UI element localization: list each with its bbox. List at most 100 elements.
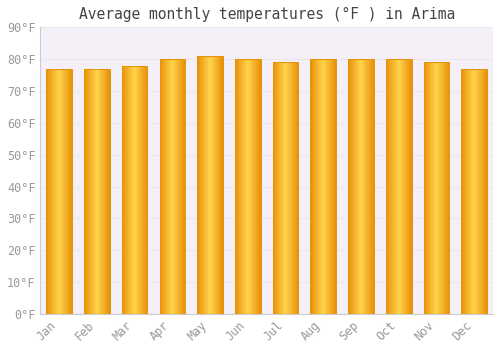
Bar [426,62,427,314]
Bar [238,59,239,314]
Bar [317,59,318,314]
Bar [474,69,475,314]
Bar [254,59,255,314]
Bar [277,62,278,314]
Bar [366,59,367,314]
Bar [467,69,468,314]
Bar [144,65,145,314]
Bar [332,59,333,314]
Bar [49,69,50,314]
Bar [63,69,64,314]
Bar [174,59,175,314]
Bar [315,59,316,314]
Bar [408,59,409,314]
Bar [132,65,134,314]
Bar [172,59,173,314]
Bar [104,69,105,314]
Bar [58,69,59,314]
Bar [320,59,322,314]
Bar [109,69,110,314]
Bar [279,62,280,314]
Bar [483,69,484,314]
Bar [360,59,361,314]
Bar [326,59,327,314]
Bar [424,62,450,314]
Bar [318,59,319,314]
Bar [402,59,403,314]
Bar [442,62,443,314]
Bar [354,59,355,314]
Bar [365,59,366,314]
Bar [386,59,411,314]
Bar [239,59,240,314]
Bar [471,69,472,314]
Bar [249,59,250,314]
Bar [65,69,66,314]
Bar [106,69,107,314]
Bar [202,56,203,314]
Bar [235,59,236,314]
Bar [130,65,131,314]
Bar [445,62,446,314]
Bar [212,56,214,314]
Bar [372,59,373,314]
Bar [179,59,180,314]
Bar [289,62,290,314]
Bar [142,65,143,314]
Bar [46,69,47,314]
Bar [64,69,65,314]
Bar [90,69,91,314]
Bar [476,69,477,314]
Bar [391,59,392,314]
Bar [312,59,313,314]
Bar [390,59,391,314]
Bar [166,59,167,314]
Bar [388,59,389,314]
Bar [409,59,410,314]
Bar [364,59,365,314]
Bar [398,59,400,314]
Bar [102,69,104,314]
Bar [217,56,218,314]
Bar [257,59,258,314]
Bar [314,59,315,314]
Bar [434,62,435,314]
Bar [473,69,474,314]
Bar [348,59,374,314]
Bar [176,59,177,314]
Bar [168,59,169,314]
Bar [436,62,437,314]
Bar [444,62,445,314]
Bar [396,59,397,314]
Bar [129,65,130,314]
Bar [127,65,128,314]
Bar [237,59,238,314]
Bar [96,69,97,314]
Bar [287,62,288,314]
Bar [395,59,396,314]
Bar [286,62,287,314]
Bar [204,56,205,314]
Bar [462,69,464,314]
Bar [52,69,53,314]
Bar [256,59,257,314]
Bar [466,69,467,314]
Bar [178,59,179,314]
Bar [53,69,54,314]
Bar [242,59,244,314]
Bar [105,69,106,314]
Bar [201,56,202,314]
Bar [68,69,69,314]
Bar [91,69,92,314]
Bar [56,69,57,314]
Bar [311,59,312,314]
Bar [199,56,200,314]
Bar [485,69,486,314]
Bar [47,69,48,314]
Bar [248,59,249,314]
Bar [252,59,253,314]
Bar [169,59,170,314]
Bar [403,59,404,314]
Bar [462,69,487,314]
Bar [54,69,56,314]
